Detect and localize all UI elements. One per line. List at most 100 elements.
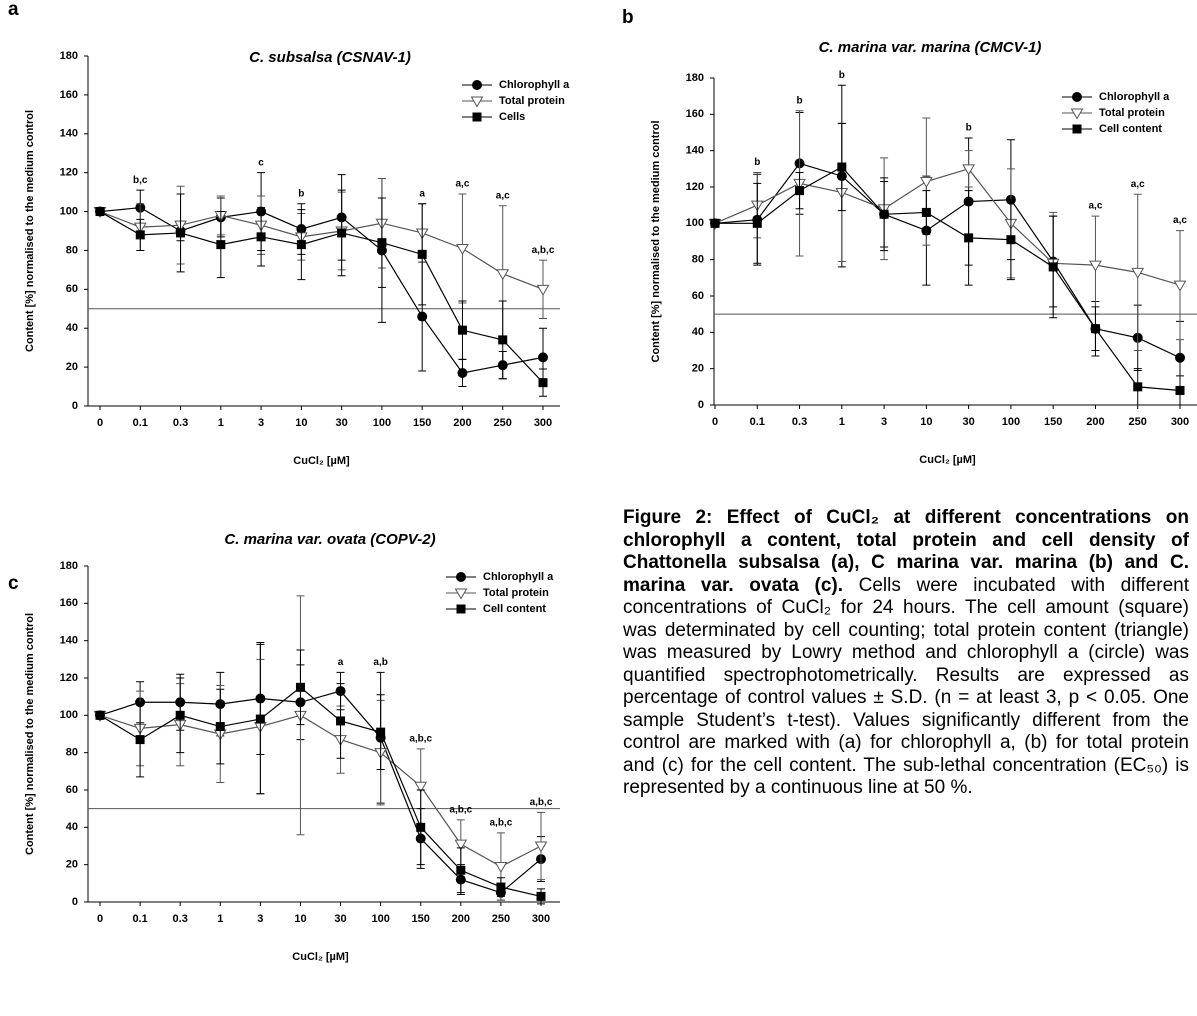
x-tick-label: 100 xyxy=(371,913,389,925)
data-point xyxy=(454,839,468,851)
y-axis-label: Content [%] normalised to the medium con… xyxy=(24,110,36,352)
x-tick-label: 150 xyxy=(413,417,431,429)
y-tick-label: 140 xyxy=(60,128,78,140)
data-point xyxy=(498,335,508,345)
legend-marker xyxy=(456,604,466,614)
legend-label: Total protein xyxy=(483,587,549,599)
y-tick-label: 40 xyxy=(692,326,704,338)
chart-title: C. marina var. marina (CMCV-1) xyxy=(819,39,1042,56)
series-line xyxy=(99,211,544,384)
data-point xyxy=(536,284,550,296)
x-axis-label: CuCl₂ [µM] xyxy=(293,455,350,467)
y-tick-label: 160 xyxy=(686,108,704,120)
x-tick-label: 200 xyxy=(453,417,471,429)
x-tick-label: 300 xyxy=(532,913,550,925)
series-line xyxy=(99,210,544,290)
data-point xyxy=(256,232,266,242)
data-point xyxy=(414,781,428,793)
x-tick-label: 30 xyxy=(963,416,975,428)
data-point xyxy=(215,722,225,732)
y-tick-label: 80 xyxy=(66,244,78,256)
y-tick-label: 140 xyxy=(686,145,704,157)
y-axis-label: Content [%] normalised to the medium con… xyxy=(24,613,36,855)
y-tick-label: 20 xyxy=(66,361,78,373)
x-tick-label: 30 xyxy=(334,913,346,925)
caption-body: Cells were incubated with different conc… xyxy=(623,574,1189,799)
y-tick-label: 100 xyxy=(686,217,704,229)
y-tick-label: 40 xyxy=(66,821,78,833)
y-tick-label: 0 xyxy=(72,400,78,412)
legend-marker xyxy=(470,96,484,108)
significance-label: a xyxy=(338,657,344,668)
data-point xyxy=(919,177,933,189)
series-line xyxy=(714,168,1181,286)
series-line xyxy=(714,162,1181,359)
data-point xyxy=(496,882,506,892)
x-tick-label: 30 xyxy=(336,417,348,429)
data-point xyxy=(494,862,508,874)
y-tick-label: 0 xyxy=(698,399,704,411)
caption: Figure 2: Effect of CuCl₂ at different c… xyxy=(623,507,1189,800)
data-point xyxy=(496,269,510,281)
data-point xyxy=(1090,324,1100,334)
x-tick-label: 1 xyxy=(217,913,223,925)
y-tick-label: 180 xyxy=(60,560,78,572)
x-tick-label: 0 xyxy=(97,417,103,429)
x-tick-label: 0 xyxy=(97,913,103,925)
series-line xyxy=(99,686,542,897)
significance-label: c xyxy=(258,157,264,168)
significance-label: b xyxy=(298,188,304,199)
y-tick-label: 120 xyxy=(60,167,78,179)
legend-label: Chlorophyll a xyxy=(483,571,554,583)
x-tick-label: 250 xyxy=(1129,416,1147,428)
y-tick-label: 180 xyxy=(60,50,78,62)
data-point xyxy=(417,249,427,259)
data-point xyxy=(416,822,426,832)
significance-label: a,b,c xyxy=(409,734,432,745)
data-point xyxy=(255,714,265,724)
significance-label: a,c xyxy=(496,190,510,201)
x-tick-label: 0.3 xyxy=(173,417,188,429)
x-tick-label: 0 xyxy=(712,416,718,428)
significance-label: b xyxy=(796,95,802,106)
x-tick-label: 3 xyxy=(881,416,887,428)
chart-title: C. subsalsa (CSNAV-1) xyxy=(249,49,411,66)
data-point xyxy=(534,841,548,853)
y-tick-label: 80 xyxy=(66,747,78,759)
data-point xyxy=(337,228,347,238)
data-point xyxy=(135,735,145,745)
x-tick-label: 10 xyxy=(294,913,306,925)
panel-label: b xyxy=(622,7,634,28)
x-tick-label: 1 xyxy=(218,417,224,429)
data-point xyxy=(336,716,346,726)
significance-label: a,b,c xyxy=(532,245,555,256)
y-tick-label: 60 xyxy=(692,290,704,302)
legend-label: Chlorophyll a xyxy=(1099,91,1170,103)
data-point xyxy=(710,218,720,228)
legend-marker xyxy=(454,588,468,600)
data-point xyxy=(417,311,428,322)
significance-label: b xyxy=(754,157,760,168)
data-point xyxy=(921,207,931,217)
data-point xyxy=(962,164,976,176)
data-point xyxy=(1006,235,1016,245)
y-tick-label: 160 xyxy=(60,597,78,609)
data-point xyxy=(456,244,469,255)
data-point xyxy=(1089,260,1102,272)
legend-label: Cell content xyxy=(1099,123,1162,135)
data-point xyxy=(795,186,805,196)
data-point xyxy=(376,727,386,737)
x-tick-label: 3 xyxy=(258,417,264,429)
y-tick-label: 40 xyxy=(66,322,78,334)
x-tick-label: 100 xyxy=(373,417,391,429)
significance-label: a,c xyxy=(1131,179,1145,190)
significance-label: a,b,c xyxy=(490,818,513,829)
data-point xyxy=(1175,385,1185,395)
data-point xyxy=(1131,267,1145,279)
data-point xyxy=(1173,280,1187,292)
legend-label: Cell content xyxy=(483,603,546,615)
series-line xyxy=(715,166,1181,392)
data-point xyxy=(752,218,762,228)
data-point xyxy=(1133,382,1143,392)
x-tick-label: 0.3 xyxy=(792,416,807,428)
